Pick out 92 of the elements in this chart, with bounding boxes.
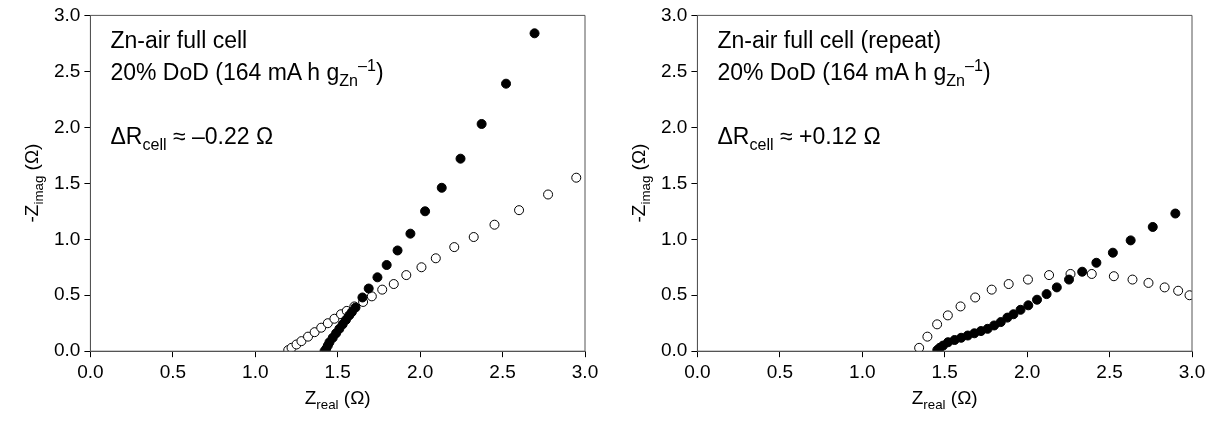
y-tick-label: 0.0 — [660, 339, 688, 361]
point — [420, 206, 431, 217]
point — [296, 336, 307, 347]
point — [1159, 282, 1170, 293]
point — [1108, 271, 1119, 282]
y-tick-label: 0.5 — [660, 283, 688, 305]
point — [388, 279, 399, 290]
point — [514, 205, 525, 216]
point — [1173, 285, 1184, 296]
annotation: 20% DoD (164 mA h g$_{Zn}$$^{–1}$) — [110, 56, 384, 89]
point — [357, 292, 368, 303]
point — [1003, 279, 1014, 290]
annotation: ΔR$_{cell}$ ≈ –0.22 Ω — [110, 123, 274, 153]
x-tick-label: 2.5 — [1096, 360, 1123, 382]
point — [392, 245, 403, 256]
y-tick-label: 2.5 — [660, 59, 688, 81]
point — [449, 242, 460, 253]
x-tick-label: 2.0 — [406, 360, 434, 382]
point — [372, 272, 383, 283]
y-tick-label: 0.0 — [53, 339, 81, 361]
point — [455, 153, 466, 164]
point — [1077, 266, 1088, 277]
y-tick-label: 3.0 — [53, 3, 81, 25]
point — [1107, 247, 1118, 258]
y-tick-label: 1.5 — [660, 171, 688, 193]
point — [970, 292, 981, 303]
point — [571, 172, 582, 183]
point — [529, 28, 540, 39]
annotation: 20% DoD (164 mA h g$_{Zn}$$^{–1}$) — [717, 56, 991, 89]
point — [1127, 274, 1138, 285]
x-axis-title: Z$_{real}$ (Ω) — [304, 387, 371, 412]
point — [366, 291, 377, 302]
point — [543, 189, 554, 200]
y-tick-label: 0.5 — [53, 283, 81, 305]
point — [405, 228, 416, 239]
x-tick-label: 3.0 — [1178, 360, 1206, 382]
point — [489, 219, 500, 230]
point — [1091, 257, 1102, 268]
y-tick-label: 1.0 — [660, 227, 688, 249]
y-tick-label: 2.0 — [660, 115, 688, 137]
point — [436, 182, 447, 193]
x-tick-label: 2.0 — [1013, 360, 1041, 382]
annotation: ΔR$_{cell}$ ≈ +0.12 Ω — [717, 123, 881, 153]
annotation: Zn-air full cell — [110, 27, 248, 54]
y-tick-label: 2.0 — [53, 115, 81, 137]
point — [401, 270, 412, 281]
point — [986, 284, 997, 295]
y-tick-label: 3.0 — [660, 3, 688, 25]
point — [1041, 289, 1052, 300]
point — [416, 262, 427, 273]
point — [1008, 309, 1019, 320]
x-tick-label: 1.5 — [324, 360, 351, 382]
point — [1143, 277, 1154, 288]
point — [377, 284, 388, 295]
x-tick-label: 0.5 — [159, 360, 187, 382]
x-tick-label: 3.0 — [571, 360, 599, 382]
annotation: Zn-air full cell (repeat) — [717, 27, 942, 54]
point — [1022, 274, 1033, 285]
point — [932, 319, 943, 330]
x-tick-label: 0.5 — [766, 360, 794, 382]
point — [995, 317, 1006, 328]
point — [914, 342, 925, 352]
point — [1032, 294, 1043, 305]
point — [468, 232, 479, 243]
point — [922, 331, 933, 342]
x-tick-label: 2.5 — [489, 360, 516, 382]
x-tick-label: 0.0 — [684, 360, 711, 382]
x-axis-title: Z$_{real}$ (Ω) — [911, 387, 978, 412]
point — [1044, 270, 1055, 281]
point — [1125, 235, 1136, 246]
point — [501, 78, 512, 89]
x-tick-label: 1.0 — [849, 360, 876, 382]
x-tick-label: 0.0 — [77, 360, 104, 382]
point — [942, 310, 953, 321]
point — [1086, 268, 1097, 279]
y-tick-label: 1.5 — [53, 171, 81, 193]
y-tick-label: 1.0 — [53, 227, 81, 249]
point — [1147, 221, 1158, 232]
point — [430, 253, 441, 264]
point — [1170, 208, 1181, 219]
point — [1064, 274, 1075, 285]
x-tick-label: 1.5 — [931, 360, 958, 382]
point — [1051, 282, 1062, 293]
y-tick-label: 2.5 — [53, 59, 81, 81]
point — [322, 318, 333, 329]
point — [1015, 304, 1026, 315]
point — [363, 283, 374, 294]
point — [381, 260, 392, 271]
x-tick-label: 1.0 — [242, 360, 269, 382]
point — [476, 118, 487, 129]
point — [955, 301, 966, 312]
point — [1023, 300, 1034, 311]
